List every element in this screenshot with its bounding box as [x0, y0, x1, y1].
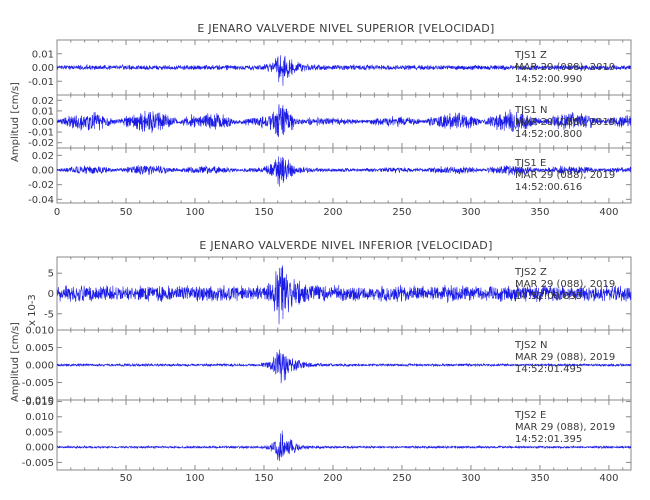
top-chart-title: E JENARO VALVERDE NIVEL SUPERIOR [VELOCI…	[197, 22, 494, 35]
y-tick-label: 0.02	[32, 151, 54, 162]
y-tick-label: -0.01	[28, 128, 54, 139]
y-tick-label: -0.005	[22, 458, 54, 469]
waveform-trace	[56, 55, 632, 86]
date-label: MAR 29 (088), 2019	[515, 352, 615, 363]
station-label: TJS1 E	[514, 158, 546, 169]
panel-frame	[56, 399, 632, 471]
y-tick-label: 0.010	[25, 326, 54, 337]
y-tick-label: 0.01	[32, 106, 54, 117]
y-tick-label: 0.02	[32, 96, 54, 107]
y-tick-label: -0.02	[28, 180, 54, 191]
y-tick-label: 0.010	[25, 412, 54, 423]
y-tick-label: -0.01	[28, 77, 54, 88]
time-label: 14:52:00.990	[515, 74, 582, 85]
x-tick-label: 400	[599, 207, 618, 218]
x-tick-label: 350	[530, 207, 549, 218]
y-tick-label: 0.000	[25, 361, 54, 372]
x-tick-label: 200	[323, 207, 342, 218]
station-label: TJS1 Z	[514, 50, 547, 61]
station-label: TJS2 Z	[514, 267, 547, 278]
x-tick-label: 350	[530, 473, 549, 484]
x-tick-label: 400	[599, 473, 618, 484]
y-tick-label: 0.00	[32, 117, 54, 128]
top-y-axis-label: Amplitud [cm/s]	[10, 82, 21, 162]
x-tick-label: 100	[185, 207, 204, 218]
y-tick-label: -0.02	[28, 138, 54, 149]
y-tick-label: 0.00	[32, 63, 54, 74]
y-tick-label: -0.04	[28, 195, 54, 206]
x-tick-label: 200	[323, 473, 342, 484]
station-label: TJS2 E	[514, 410, 546, 421]
time-label: 14:52:00.616	[515, 182, 582, 193]
x-tick-label: 50	[120, 473, 133, 484]
y-tick-label: 0.005	[25, 427, 54, 438]
panel-frame	[56, 147, 632, 204]
time-label: 14:52:01.495	[515, 364, 582, 375]
x-tick-label: 250	[392, 207, 411, 218]
x-tick-label: 0	[54, 207, 60, 218]
waveform-trace	[56, 104, 632, 138]
y-tick-label: 0.005	[25, 343, 54, 354]
x-tick-label: 250	[392, 473, 411, 484]
x-tick-label: 300	[461, 207, 480, 218]
x-tick-label: 150	[254, 207, 273, 218]
y-tick-label: 0.00	[32, 166, 54, 177]
date-label: MAR 29 (088), 2019	[515, 62, 615, 73]
waveform-trace	[56, 156, 632, 187]
y-tick-label: 0.015	[25, 397, 54, 408]
x-tick-label: 300	[461, 473, 480, 484]
date-label: MAR 29 (088), 2019	[515, 117, 615, 128]
y-tick-label: 5	[48, 269, 54, 280]
waveform-trace	[56, 349, 632, 384]
station-label: TJS1 N	[514, 105, 547, 116]
x-tick-label: 100	[185, 473, 204, 484]
waveform-trace	[56, 430, 632, 461]
waveform-trace	[56, 265, 632, 325]
time-label: 14:52:01.395	[515, 434, 582, 445]
date-label: MAR 29 (088), 2019	[515, 422, 615, 433]
time-label: 14:52:00.800	[515, 129, 582, 140]
bottom-chart-title: E JENARO VALVERDE NIVEL INFERIOR [VELOCI…	[199, 239, 492, 252]
x-tick-label: 50	[120, 207, 133, 218]
date-label: MAR 29 (088), 2019	[515, 279, 615, 290]
x-tick-label: 150	[254, 473, 273, 484]
bottom-y-axis-label: Amplitud [cm/s]	[10, 322, 21, 402]
y-tick-label: -5	[44, 309, 54, 320]
y-tick-label: 0.01	[32, 49, 54, 60]
y-tick-label: -0.010	[22, 396, 54, 407]
time-label: 14:52:00.835	[515, 291, 582, 302]
y-tick-label: 0.000	[25, 443, 54, 454]
y-tick-label: 0	[48, 289, 54, 300]
y-tick-label: -0.005	[22, 378, 54, 389]
date-label: MAR 29 (088), 2019	[515, 170, 615, 181]
station-label: TJS2 N	[514, 340, 547, 351]
y-exponent-label: x 10-3	[27, 294, 38, 326]
